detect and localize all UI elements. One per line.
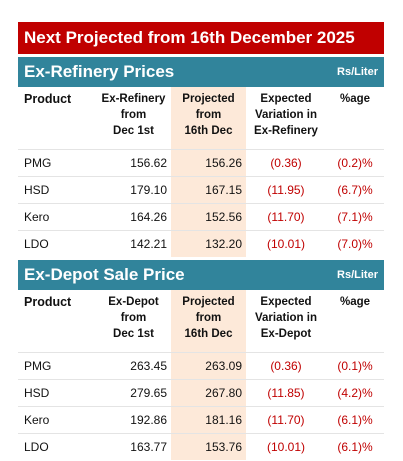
column-header: Ex-Refinery from Dec 1st bbox=[101, 93, 166, 137]
value-cell: 153.76 bbox=[171, 433, 246, 460]
value-cell: (6.1)% bbox=[326, 406, 384, 434]
value-cell: 156.26 bbox=[171, 149, 246, 177]
product: HSD bbox=[18, 379, 96, 407]
value-cell: (11.70) bbox=[246, 203, 326, 231]
unit: Rs/Liter bbox=[337, 66, 378, 78]
value-cell: (6.7)% bbox=[326, 176, 384, 204]
section-header: Ex-Refinery Prices Rs/Liter bbox=[18, 57, 384, 87]
product: PMG bbox=[18, 149, 96, 177]
value-cell: 142.21 bbox=[96, 230, 171, 257]
product: LDO bbox=[18, 230, 96, 257]
value-cell: 279.65 bbox=[96, 379, 171, 407]
data-row: PMG 156.62 156.26 (0.36) (0.2)% bbox=[18, 149, 384, 177]
column-header: Projected from 16th Dec bbox=[171, 290, 246, 346]
spacer bbox=[18, 143, 384, 150]
price-table: Product Ex-Depot from Dec 1st Projected fr… bbox=[18, 290, 384, 460]
unit: Rs/Liter bbox=[337, 269, 378, 281]
spacer bbox=[18, 346, 384, 353]
header-row: Product Ex-Refinery from Dec 1st Projected… bbox=[18, 87, 384, 143]
header-row: Product Ex-Depot from Dec 1st Projected fr… bbox=[18, 290, 384, 346]
value-cell: (0.1)% bbox=[326, 352, 384, 380]
price-sheet: Next Projected from 16th December 2025 E… bbox=[18, 22, 384, 460]
value-cell: 163.77 bbox=[96, 433, 171, 460]
column-header: %age bbox=[339, 296, 371, 308]
data-row: LDO 142.21 132.20 (10.01) (7.0)% bbox=[18, 230, 384, 257]
value-cell: 132.20 bbox=[171, 230, 246, 257]
value-cell: (10.01) bbox=[246, 433, 326, 460]
value-cell: 267.80 bbox=[171, 379, 246, 407]
product: HSD bbox=[18, 176, 96, 204]
section-header: Ex-Depot Sale Price Rs/Liter bbox=[18, 260, 384, 290]
value-cell: 167.15 bbox=[171, 176, 246, 204]
value-cell: 164.26 bbox=[96, 203, 171, 231]
value-cell: 263.45 bbox=[96, 352, 171, 380]
data-row: Kero 164.26 152.56 (11.70) (7.1)% bbox=[18, 203, 384, 231]
value-cell: 152.56 bbox=[171, 203, 246, 231]
column-header: Ex-Depot from Dec 1st bbox=[108, 296, 159, 340]
value-cell: (0.2)% bbox=[326, 149, 384, 177]
data-row: HSD 179.10 167.15 (11.95) (6.7)% bbox=[18, 176, 384, 204]
column-header: Product bbox=[24, 295, 72, 309]
value-cell: (11.70) bbox=[246, 406, 326, 434]
column-header: Product bbox=[24, 92, 72, 106]
data-row: PMG 263.45 263.09 (0.36) (0.1)% bbox=[18, 352, 384, 380]
value-cell: (4.2)% bbox=[326, 379, 384, 407]
price-table: Product Ex-Refinery from Dec 1st Projected… bbox=[18, 87, 384, 257]
value-cell: 156.62 bbox=[96, 149, 171, 177]
value-cell: (11.95) bbox=[246, 176, 326, 204]
value-cell: (0.36) bbox=[246, 352, 326, 380]
data-row: HSD 279.65 267.80 (11.85) (4.2)% bbox=[18, 379, 384, 407]
value-cell: 263.09 bbox=[171, 352, 246, 380]
value-cell: (7.0)% bbox=[326, 230, 384, 257]
value-cell: 179.10 bbox=[96, 176, 171, 204]
product: Kero bbox=[18, 203, 96, 231]
value-cell: (7.1)% bbox=[326, 203, 384, 231]
product: LDO bbox=[18, 433, 96, 460]
value-cell: 181.16 bbox=[171, 406, 246, 434]
column-header: Expected Variation in Ex-Refinery bbox=[254, 93, 318, 137]
column-header: Expected Variation in Ex-Depot bbox=[255, 296, 317, 340]
data-row: LDO 163.77 153.76 (10.01) (6.1)% bbox=[18, 433, 384, 460]
value-cell: (0.36) bbox=[246, 149, 326, 177]
column-header: %age bbox=[339, 93, 371, 105]
spacer-cell bbox=[171, 143, 246, 150]
value-cell: (10.01) bbox=[246, 230, 326, 257]
column-header: Projected from 16th Dec bbox=[171, 87, 246, 143]
title: Next Projected from 16th December 2025 bbox=[18, 22, 384, 54]
value-cell: (6.1)% bbox=[326, 433, 384, 460]
product: Kero bbox=[18, 406, 96, 434]
spacer-cell bbox=[171, 346, 246, 353]
section-title: Ex-Depot Sale Price bbox=[24, 265, 185, 284]
data-row: Kero 192.86 181.16 (11.70) (6.1)% bbox=[18, 406, 384, 434]
section-title: Ex-Refinery Prices bbox=[24, 62, 175, 81]
value-cell: (11.85) bbox=[246, 379, 326, 407]
value-cell: 192.86 bbox=[96, 406, 171, 434]
product: PMG bbox=[18, 352, 96, 380]
